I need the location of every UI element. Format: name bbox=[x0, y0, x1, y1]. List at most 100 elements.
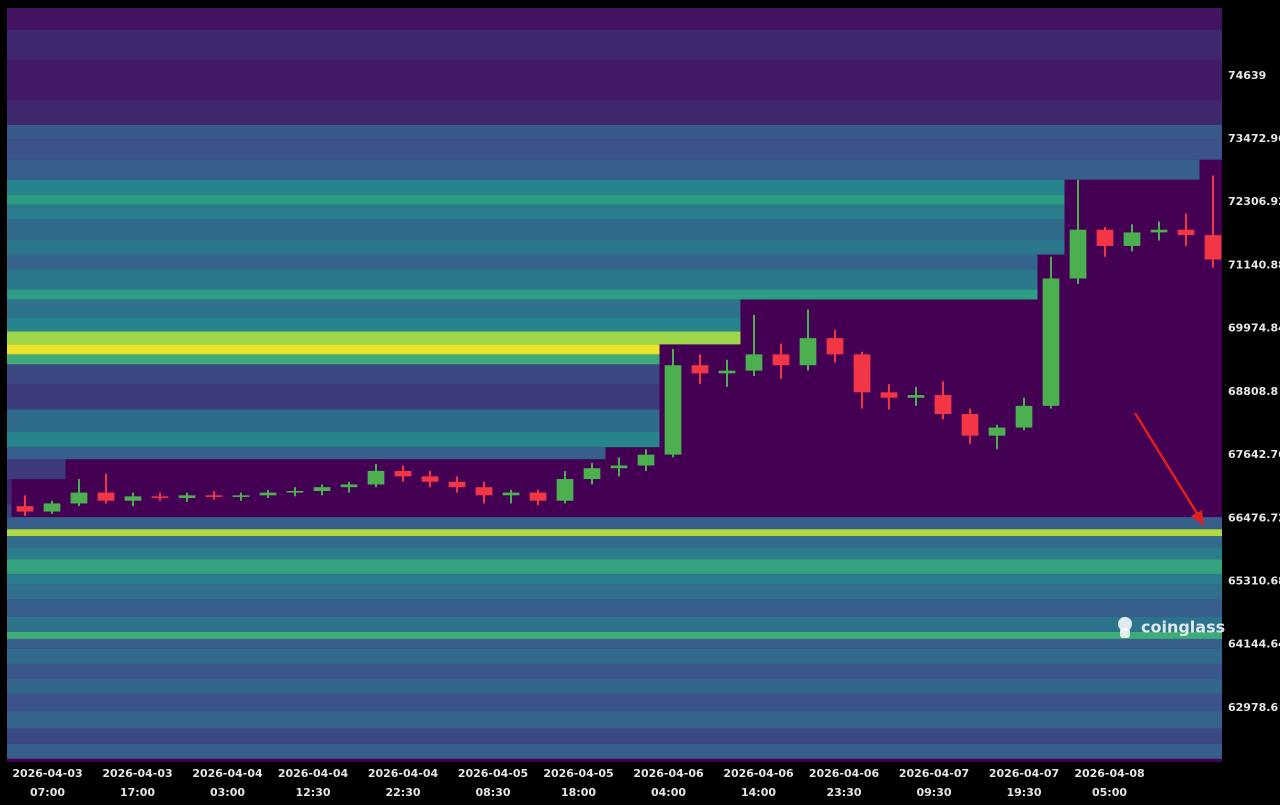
candle-body bbox=[1042, 278, 1060, 406]
candle-body bbox=[340, 484, 358, 488]
heatmap-band bbox=[7, 584, 1222, 600]
candle-body bbox=[286, 490, 304, 493]
heatmap-band bbox=[7, 459, 66, 480]
candle-body bbox=[853, 354, 871, 393]
candle-body bbox=[583, 468, 601, 480]
x-tick-label: 2026-04-05 08:30 bbox=[457, 767, 529, 799]
heatmap-band bbox=[7, 631, 1222, 639]
overlay: coinglass bbox=[1118, 412, 1225, 638]
heatmap-band bbox=[7, 638, 1222, 649]
heatmap-band bbox=[7, 504, 12, 518]
x-tick-label: 2026-04-03 07:00 bbox=[12, 767, 83, 799]
heatmap-band bbox=[7, 599, 1222, 617]
candle-body bbox=[934, 395, 952, 414]
y-tick-label: 73472.96 bbox=[1228, 132, 1280, 145]
x-tick-label: 2026-04-06 23:30 bbox=[808, 767, 880, 799]
candle-body bbox=[1177, 229, 1195, 236]
x-tick-label: 2026-04-04 12:30 bbox=[277, 767, 349, 799]
heatmap-band bbox=[7, 299, 741, 318]
candle-body bbox=[394, 470, 412, 477]
heatmap-band bbox=[7, 364, 660, 385]
candle-body bbox=[97, 492, 115, 501]
candle-body bbox=[718, 370, 736, 374]
candle-body bbox=[880, 392, 898, 398]
heatmap-band bbox=[7, 743, 1222, 759]
heatmap-band bbox=[7, 574, 1222, 585]
candle-body bbox=[124, 496, 142, 501]
candle-body bbox=[502, 492, 520, 496]
candle-body bbox=[556, 479, 574, 501]
heatmap-band bbox=[7, 384, 660, 410]
heatmap-band bbox=[7, 179, 1065, 195]
candle-body bbox=[637, 454, 655, 466]
x-tick-label: 2026-04-06 14:00 bbox=[723, 767, 794, 799]
annotation-arrow-head bbox=[1191, 510, 1204, 526]
candle-body bbox=[772, 354, 790, 366]
candle-body bbox=[178, 495, 196, 499]
x-tick-label: 2026-04-04 03:00 bbox=[192, 767, 263, 799]
candle-body bbox=[259, 492, 277, 496]
watermark-icon bbox=[1118, 617, 1132, 638]
heatmap-band bbox=[7, 648, 1222, 664]
candle-body bbox=[1204, 235, 1222, 260]
heatmap-band bbox=[7, 124, 1222, 140]
candle-body bbox=[70, 492, 88, 504]
y-tick-label: 67642.76 bbox=[1228, 448, 1280, 461]
watermark: coinglass bbox=[1141, 618, 1225, 637]
x-tick-label: 2026-04-06 04:00 bbox=[633, 767, 704, 799]
candle-body bbox=[799, 338, 817, 366]
heatmap-band bbox=[7, 289, 1038, 300]
heatmap-band bbox=[7, 204, 1065, 220]
y-tick-label: 62978.6 bbox=[1228, 701, 1278, 714]
x-tick-label: 2026-04-07 19:30 bbox=[988, 767, 1060, 799]
heatmap-band bbox=[7, 479, 12, 505]
heatmap-band bbox=[7, 344, 660, 355]
candle-body bbox=[205, 495, 223, 497]
candle-body bbox=[421, 476, 439, 482]
heatmap-band bbox=[7, 159, 1200, 180]
heatmap-band bbox=[7, 431, 660, 448]
y-tick-label: 68808.8 bbox=[1228, 385, 1278, 398]
candle-body bbox=[232, 495, 250, 497]
heatmap-band bbox=[7, 254, 1038, 270]
x-tick-label: 2026-04-03 17:00 bbox=[102, 767, 173, 799]
candle-body bbox=[745, 354, 763, 371]
candle-body bbox=[43, 503, 61, 512]
heatmap-band bbox=[7, 728, 1222, 744]
heatmap-band bbox=[7, 59, 1222, 100]
candle-body bbox=[691, 365, 709, 374]
heatmap-band bbox=[7, 617, 1222, 632]
y-tick-label: 72306.92 bbox=[1228, 195, 1280, 208]
heatmap-band bbox=[7, 194, 1065, 205]
candle-body bbox=[313, 487, 331, 491]
x-tick-label: 2026-04-08 05:00 bbox=[1074, 767, 1145, 799]
candle-body bbox=[1150, 229, 1168, 233]
heatmap-band bbox=[7, 317, 741, 332]
candle-body bbox=[1069, 229, 1087, 279]
candle-body bbox=[529, 492, 547, 501]
candle-body bbox=[961, 414, 979, 436]
heatmap-band bbox=[7, 139, 1222, 160]
heatmap-band bbox=[7, 536, 1222, 548]
plot-area bbox=[7, 8, 1222, 762]
candle-body bbox=[907, 395, 925, 398]
candle-body bbox=[664, 365, 682, 455]
heatmap-band bbox=[7, 710, 1222, 729]
candle-body bbox=[367, 470, 385, 485]
x-tick-label: 2026-04-07 09:30 bbox=[898, 767, 970, 799]
heatmap-band bbox=[7, 678, 1222, 694]
heatmap-band bbox=[7, 354, 660, 365]
heatmap-band bbox=[7, 219, 1065, 240]
y-tick-label: 74639 bbox=[1228, 69, 1266, 82]
heatmap-band bbox=[7, 559, 1222, 575]
candle-body bbox=[151, 496, 169, 499]
heatmap-band bbox=[7, 8, 1222, 30]
heatmap-band bbox=[7, 547, 1222, 560]
x-tick-label: 2026-04-05 18:00 bbox=[543, 767, 614, 799]
candle-body bbox=[1015, 405, 1033, 428]
candle-body bbox=[826, 338, 844, 355]
heatmap-band bbox=[7, 269, 1038, 290]
heatmap-band bbox=[7, 409, 660, 432]
